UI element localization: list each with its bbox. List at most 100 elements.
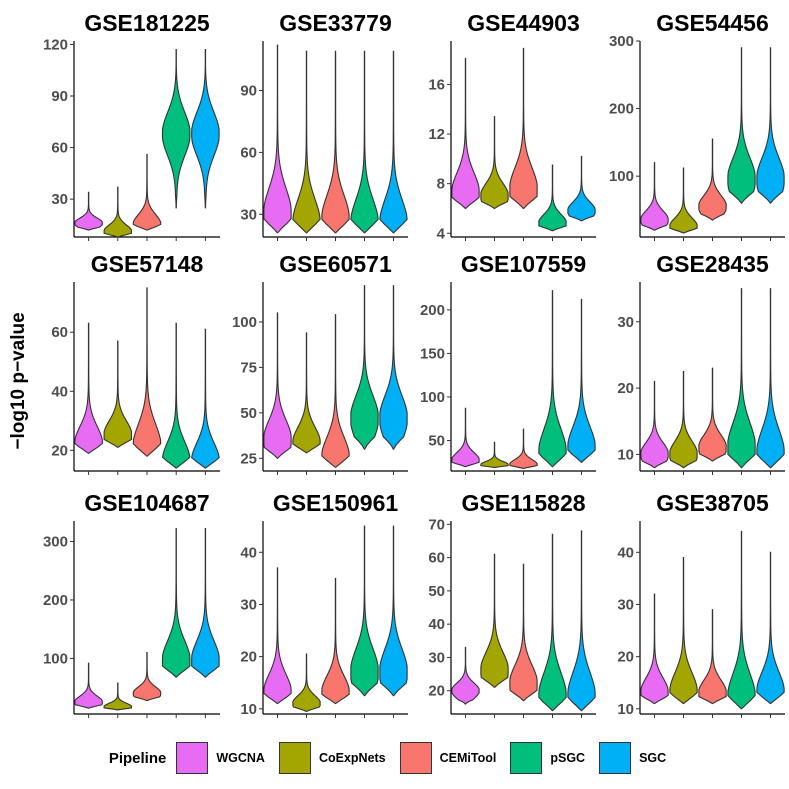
violin-wgcna bbox=[263, 567, 292, 705]
legend-label-sgc: SGC bbox=[639, 751, 667, 765]
panel-title: GSE107559 bbox=[461, 251, 586, 277]
y-tick-label: 10 bbox=[617, 701, 634, 718]
violin-wgcna bbox=[640, 380, 669, 469]
y-tick-label: 12 bbox=[428, 126, 445, 143]
violin-coexpnets bbox=[103, 340, 133, 448]
violin-wgcna bbox=[640, 593, 669, 705]
violin-psgc bbox=[727, 47, 756, 204]
panel-title: GSE28435 bbox=[656, 251, 769, 277]
violin-cemitool bbox=[698, 367, 727, 462]
y-tick-label: 40 bbox=[428, 616, 445, 633]
violin-wgcna bbox=[74, 191, 103, 231]
y-tick-label: 10 bbox=[617, 446, 634, 463]
y-tick-label: 30 bbox=[617, 596, 634, 613]
panel-title: GSE181225 bbox=[84, 10, 210, 36]
y-tick-label: 60 bbox=[51, 140, 68, 157]
panel-gse104687: GSE104687 100 200 300 bbox=[43, 490, 220, 718]
violin-wgcna bbox=[640, 162, 669, 231]
y-tick-label: 20 bbox=[617, 380, 634, 397]
y-tick-label: 100 bbox=[232, 314, 257, 331]
panel-gse38705: GSE38705 10 20 30 40 bbox=[617, 490, 785, 718]
y-tick-label: 300 bbox=[43, 533, 68, 550]
violin-wgcna bbox=[451, 407, 480, 468]
y-tick-label: 40 bbox=[240, 544, 257, 561]
violin-coexpnets bbox=[480, 553, 509, 688]
y-tick-label: 50 bbox=[428, 583, 445, 600]
y-tick-label: 150 bbox=[420, 345, 445, 362]
violin-psgc bbox=[538, 533, 567, 712]
panel-gse33779: GSE33779 30 60 90 bbox=[240, 10, 408, 241]
violin-sgc bbox=[756, 551, 785, 705]
panel-gse54456: GSE54456 100 200 300 bbox=[609, 10, 785, 241]
violin-coexpnets bbox=[292, 653, 321, 712]
y-tick-label: 16 bbox=[428, 76, 445, 93]
violin-sgc bbox=[191, 528, 220, 678]
violin-coexpnets bbox=[669, 556, 698, 705]
legend-label-psgc: pSGC bbox=[550, 751, 586, 765]
panel-title: GSE150961 bbox=[273, 490, 399, 516]
panels: GSE181225 30 60 90 120 GSE33779 30 60 90 GSE44903… bbox=[43, 10, 785, 718]
violin-cemitool bbox=[698, 609, 727, 705]
violin-sgc bbox=[379, 525, 408, 697]
violin-sgc bbox=[567, 298, 596, 463]
panel-title: GSE115828 bbox=[461, 490, 585, 516]
violin-psgc bbox=[350, 285, 379, 450]
y-tick-label: 40 bbox=[51, 383, 68, 400]
violin-sgc bbox=[191, 49, 220, 209]
violin-coexpnets bbox=[480, 441, 509, 469]
panel-title: GSE54456 bbox=[656, 10, 769, 36]
legend-item-sgc: SGC bbox=[599, 742, 666, 774]
y-tick-label: 60 bbox=[428, 550, 445, 567]
panel-gse44903: GSE44903 4 8 12 16 bbox=[428, 10, 596, 242]
legend-key-sgc bbox=[599, 742, 632, 774]
violin-cemitool bbox=[132, 153, 162, 231]
violin-coexpnets bbox=[669, 370, 698, 469]
y-tick-label: 20 bbox=[51, 442, 68, 459]
y-tick-label: 200 bbox=[43, 592, 68, 609]
violin-wgcna bbox=[451, 646, 480, 705]
panel-title: GSE44903 bbox=[467, 10, 580, 36]
violin-cemitool bbox=[321, 577, 350, 705]
violin-cemitool bbox=[509, 47, 538, 210]
violin-psgc bbox=[538, 164, 567, 232]
violin-cemitool bbox=[509, 563, 538, 702]
y-tick-label: 20 bbox=[617, 649, 634, 666]
violin-psgc bbox=[727, 530, 756, 710]
y-tick-label: 10 bbox=[240, 701, 257, 718]
panel-gse28435: GSE28435 10 20 30 bbox=[617, 251, 785, 475]
violin-sgc bbox=[756, 288, 785, 469]
y-tick-label: 60 bbox=[240, 144, 257, 161]
y-tick-label: 4 bbox=[437, 225, 446, 242]
violin-psgc bbox=[538, 290, 567, 468]
panel-gse115828: GSE115828 20 30 40 50 60 70 bbox=[428, 490, 596, 718]
violin-cemitool bbox=[132, 287, 162, 457]
violin-sgc bbox=[567, 155, 596, 222]
y-tick-label: 30 bbox=[240, 596, 257, 613]
y-tick-label: 30 bbox=[428, 649, 445, 666]
violin-psgc bbox=[727, 288, 756, 469]
y-tick-label: 200 bbox=[609, 101, 634, 118]
violin-wgcna bbox=[74, 322, 103, 454]
y-tick-label: 90 bbox=[51, 88, 68, 105]
legend-key-cemitool bbox=[399, 742, 432, 774]
violin-sgc bbox=[379, 285, 408, 450]
legend-key-coexpnets bbox=[278, 742, 311, 774]
violin-psgc bbox=[350, 525, 379, 697]
y-tick-label: 40 bbox=[617, 544, 634, 561]
violin-coexpnets bbox=[103, 186, 133, 238]
violin-wgcna bbox=[74, 662, 103, 709]
y-tick-label: 75 bbox=[240, 359, 257, 376]
legend-title: Pipeline bbox=[108, 749, 167, 767]
legend-key-psgc bbox=[510, 742, 543, 774]
panel-title: GSE57148 bbox=[91, 251, 204, 277]
legend-label-cemitool: CEMiTool bbox=[439, 751, 497, 765]
violin-psgc bbox=[161, 322, 191, 469]
panel-gse181225: GSE181225 30 60 90 120 bbox=[43, 10, 220, 241]
y-tick-label: 20 bbox=[428, 683, 445, 700]
y-tick-label: 90 bbox=[240, 83, 257, 100]
violin-wgcna bbox=[263, 44, 292, 234]
panel-gse150961: GSE150961 10 20 30 40 bbox=[240, 490, 408, 718]
y-tick-label: 50 bbox=[240, 405, 257, 422]
y-tick-label: 50 bbox=[428, 433, 445, 450]
violin-psgc bbox=[161, 49, 191, 209]
